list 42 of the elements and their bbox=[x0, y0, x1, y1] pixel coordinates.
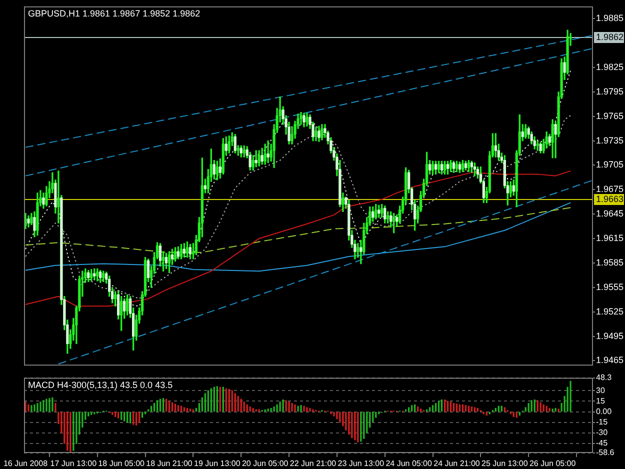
y-tick-label: -15 bbox=[596, 418, 608, 427]
x-tick-label: 24 Jun 21:00 bbox=[434, 459, 480, 468]
line-series bbox=[25, 115, 572, 300]
y-tick-label: 1.9465 bbox=[596, 355, 624, 366]
x-tick-label: 19 Jun 13:00 bbox=[194, 459, 241, 468]
ref-line-label: 1.9862 bbox=[596, 32, 624, 42]
y-tick-label: 1.9675 bbox=[596, 184, 624, 194]
y-tick-label: 1.9885 bbox=[596, 13, 624, 24]
candlestick bbox=[266, 140, 270, 164]
x-tick-label: 20 Jun 05:00 bbox=[242, 459, 289, 468]
y-tick-label: 1.9585 bbox=[596, 257, 624, 268]
y-tick-label: 1.9495 bbox=[596, 330, 624, 341]
x-tick-label: 17 Jun 13:00 bbox=[50, 459, 98, 468]
x-tick-label: 16 Jun 2008 bbox=[3, 459, 48, 468]
x-tick-label: 23 Jun 13:00 bbox=[338, 459, 385, 468]
x-tick-label: 18 Jun 05:00 bbox=[98, 459, 146, 468]
y-tick-label: 1.9525 bbox=[596, 306, 624, 316]
y-tick-label: -58.6 bbox=[596, 448, 615, 458]
y-tick-label: 30 bbox=[596, 386, 606, 395]
y-tick-label: 1.9735 bbox=[596, 135, 624, 146]
y-tick-label: 15 bbox=[596, 396, 606, 406]
line-series bbox=[25, 207, 572, 253]
chart-title: MACD H4-300(5,13,1) 43.5 0.0 43.5 bbox=[28, 380, 173, 390]
y-tick-label: 1.9705 bbox=[596, 160, 624, 170]
y-tick-label: 1.9825 bbox=[596, 62, 624, 72]
y-tick-label: 0.00 bbox=[596, 406, 612, 416]
y-tick-label: -45 bbox=[596, 438, 608, 448]
y-tick-label: 1.9795 bbox=[596, 86, 624, 96]
x-tick-label: 18 Jun 21:00 bbox=[146, 459, 193, 468]
y-tick-label: -30 bbox=[596, 428, 608, 438]
x-tick-label: 22 Jun 21:00 bbox=[290, 459, 337, 468]
x-tick-label: 25 Jun 13:00 bbox=[482, 459, 528, 468]
ref-line-label: 1.9663 bbox=[596, 194, 624, 204]
chart-title: GBPUSD,H1 1.9861 1.9867 1.9852 1.9862 bbox=[28, 8, 200, 18]
x-tick-label: 24 Jun 05:00 bbox=[386, 459, 433, 468]
x-tick-label: 26 Jun 05:00 bbox=[529, 459, 576, 468]
y-tick-label: 48.3 bbox=[596, 373, 612, 382]
line-series bbox=[25, 70, 572, 307]
y-tick-label: 1.9555 bbox=[596, 282, 624, 292]
y-tick-label: 1.9765 bbox=[596, 110, 624, 121]
y-tick-label: 1.9615 bbox=[596, 233, 624, 244]
y-tick-label: 1.9645 bbox=[596, 208, 624, 219]
